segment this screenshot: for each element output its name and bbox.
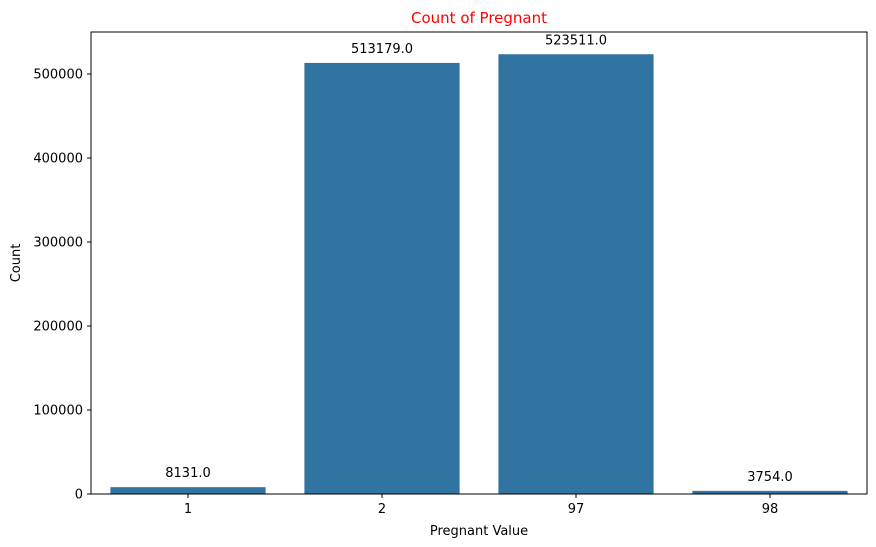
y-tick-label: 300000	[33, 236, 83, 251]
y-tick-label: 0	[75, 488, 83, 503]
x-tick-label: 2	[378, 502, 386, 517]
chart-title: Count of Pregnant	[411, 9, 547, 27]
bar-value-label: 523511.0	[545, 33, 607, 48]
x-tick-label: 97	[568, 502, 585, 517]
y-axis-label: Count	[9, 244, 24, 283]
y-tick-label: 200000	[33, 320, 83, 335]
x-tick-label: 1	[184, 502, 192, 517]
bar-98	[692, 490, 848, 494]
x-axis-label: Pregnant Value	[430, 524, 528, 539]
plot-frame	[90, 31, 868, 495]
bar-97	[498, 54, 654, 494]
y-tick-label: 500000	[33, 68, 83, 83]
bar-value-labels: 8131.0 513179.0 523511.0 3754.0	[165, 33, 793, 485]
bar-2	[304, 62, 460, 495]
x-tick-label: 98	[762, 502, 779, 517]
y-axis: 0 100000 200000 300000 400000 500000	[33, 68, 91, 503]
y-tick-label: 400000	[33, 152, 83, 167]
bar-1	[110, 487, 266, 494]
y-tick-label: 100000	[33, 404, 83, 419]
bar-value-label: 8131.0	[165, 466, 211, 481]
x-axis: 1 2 97 98	[184, 494, 778, 517]
bars-layer	[110, 54, 848, 495]
bar-value-label: 513179.0	[351, 42, 413, 57]
bar-value-label: 3754.0	[747, 470, 793, 485]
